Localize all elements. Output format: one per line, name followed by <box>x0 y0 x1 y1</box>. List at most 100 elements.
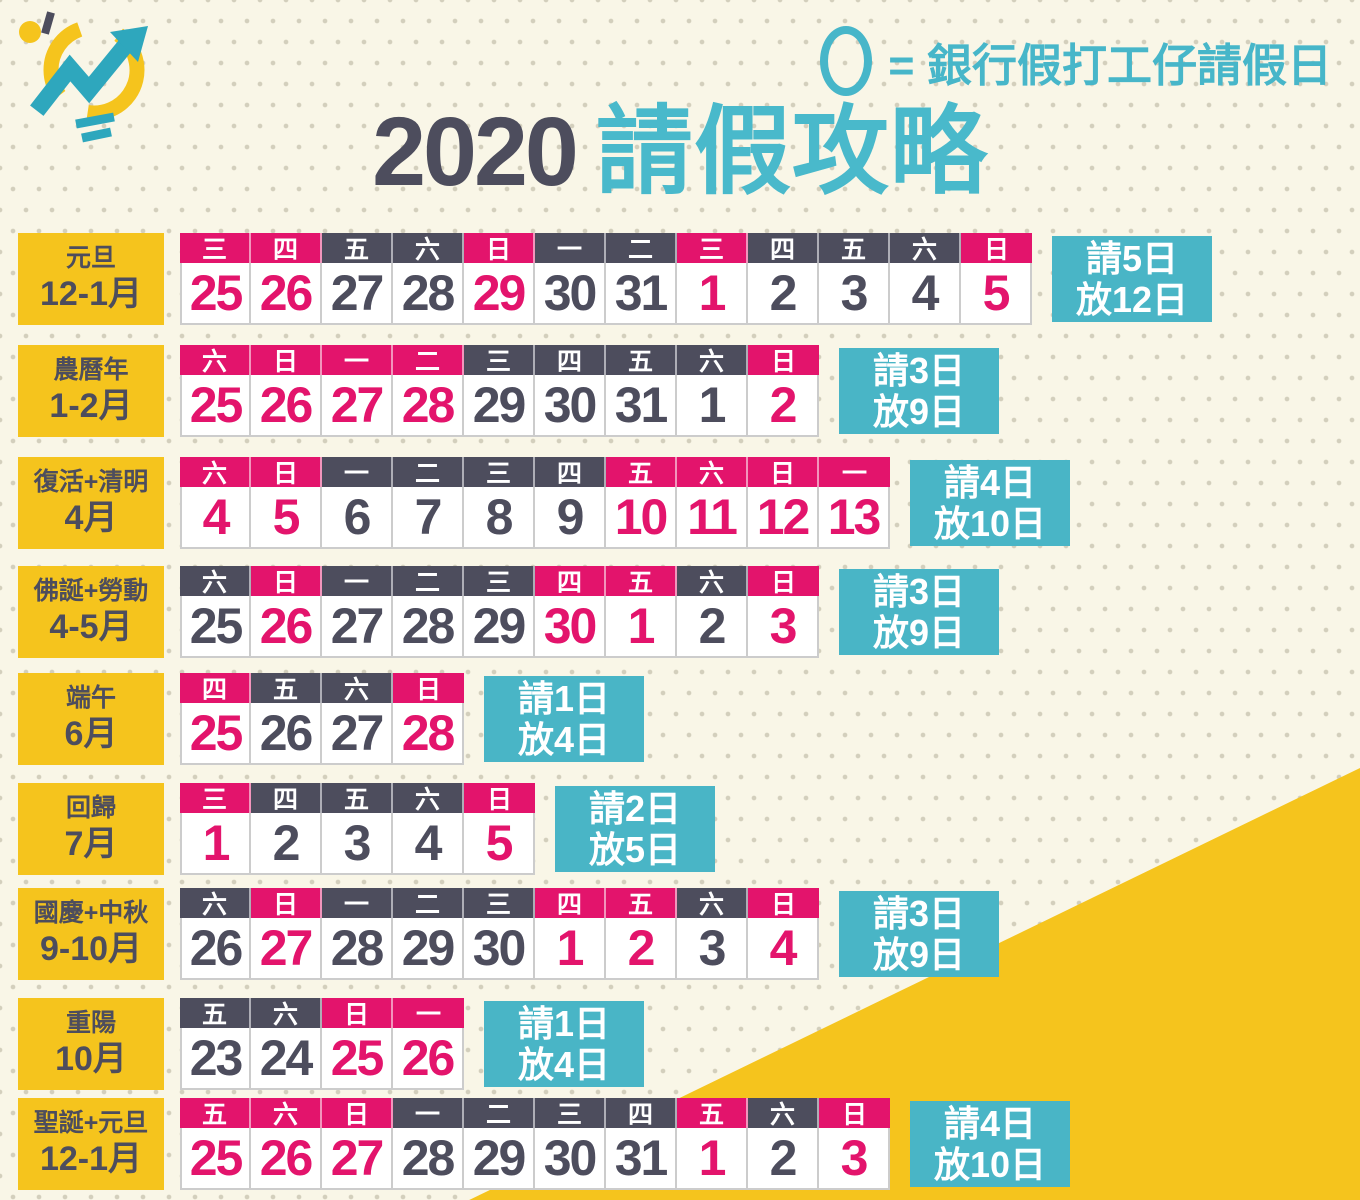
day-number: 3 <box>677 918 748 980</box>
holiday-label: 復活+清明 4月 <box>18 457 164 549</box>
dow-header: 日 <box>251 457 322 488</box>
badge-request-days: 請1日 <box>517 677 611 719</box>
leave-badge: 請1日 放4日 <box>484 1001 644 1087</box>
day-number: 23 <box>180 1028 251 1090</box>
holiday-name: 端午 <box>65 684 116 713</box>
holiday-name: 聖誕+元旦 <box>33 1109 149 1138</box>
calendar-cell: 日 25 <box>322 998 393 1090</box>
calendar-cell: 日 29 <box>464 233 535 325</box>
dow-header: 四 <box>180 673 251 704</box>
day-number: 2 <box>606 918 677 980</box>
title-year: 2020 <box>372 97 579 206</box>
calendar-cell: 六 27 <box>322 673 393 765</box>
calendar-cell: 一 28 <box>393 1098 464 1190</box>
holiday-name: 佛誕+勞動 <box>33 577 149 606</box>
day-number: 25 <box>322 1028 393 1090</box>
calendar-cell: 四 30 <box>535 566 606 658</box>
holiday-name: 回歸 <box>65 794 116 823</box>
holiday-row: 復活+清明 4月六 4 日 5 一 6 二 7 三 8 四 9 五 10 六 11 日 12 一 13 請4日 放10日 <box>18 457 1360 549</box>
day-number: 2 <box>748 1128 819 1190</box>
dow-header: 日 <box>819 1098 890 1129</box>
day-number: 29 <box>464 375 535 437</box>
holiday-months: 4-5月 <box>49 607 133 646</box>
day-number: 1 <box>677 1128 748 1190</box>
dow-header: 六 <box>890 233 961 264</box>
dow-header: 三 <box>180 233 251 264</box>
day-number: 11 <box>677 487 748 549</box>
dow-header: 三 <box>464 566 535 597</box>
day-number: 28 <box>393 596 464 658</box>
day-number: 30 <box>535 375 606 437</box>
holiday-row: 元旦 12-1月三 25 四 26 五 27 六 28 日 29 一 30 二 31 三 1 四 2 五 3 六 4 日 5 請5… <box>18 233 1360 325</box>
dow-header: 五 <box>251 673 322 704</box>
dow-header: 五 <box>322 233 393 264</box>
dow-header: 六 <box>251 998 322 1029</box>
day-number: 9 <box>535 487 606 549</box>
calendar-cell: 一 26 <box>393 998 464 1090</box>
badge-request-days: 請2日 <box>588 787 682 829</box>
holiday-name: 復活+清明 <box>33 468 149 497</box>
dow-header: 四 <box>606 1098 677 1129</box>
badge-days-off: 放12日 <box>1075 279 1189 320</box>
day-number: 3 <box>748 596 819 658</box>
calendar-cell: 日 26 <box>251 345 322 437</box>
dow-header: 五 <box>180 1098 251 1129</box>
calendar-cell: 六 26 <box>180 888 251 980</box>
dow-header: 二 <box>393 566 464 597</box>
holiday-name: 農曆年 <box>53 356 129 385</box>
dow-header: 日 <box>322 1098 393 1129</box>
dow-header: 二 <box>464 1098 535 1129</box>
day-number: 26 <box>393 1028 464 1090</box>
calendar-strip: 六 25 日 26 一 27 二 28 三 29 四 30 五 1 六 2 日 3 <box>180 566 819 658</box>
dow-header: 六 <box>677 457 748 488</box>
dow-header: 日 <box>393 673 464 704</box>
holiday-months: 9-10月 <box>39 929 143 968</box>
day-number: 29 <box>393 918 464 980</box>
badge-days-off: 放10日 <box>933 503 1047 544</box>
calendar-cell: 日 27 <box>251 888 322 980</box>
holiday-label: 聖誕+元旦 12-1月 <box>18 1098 164 1190</box>
dow-header: 日 <box>251 888 322 919</box>
holiday-row: 佛誕+勞動 4-5月六 25 日 26 一 27 二 28 三 29 四 30 五 1 六 2 日 3 請3日 放9日 <box>18 566 1360 658</box>
day-number: 5 <box>961 263 1032 325</box>
title-name: 請假攻略 <box>595 97 988 206</box>
holiday-name: 元旦 <box>65 244 116 273</box>
day-number: 13 <box>819 487 890 549</box>
dow-header: 五 <box>606 457 677 488</box>
calendar-cell: 三 25 <box>180 233 251 325</box>
calendar-cell: 二 28 <box>393 345 464 437</box>
day-number: 31 <box>606 263 677 325</box>
day-number: 25 <box>180 703 251 765</box>
day-number: 5 <box>464 813 535 875</box>
day-number: 27 <box>251 918 322 980</box>
day-number: 30 <box>535 263 606 325</box>
calendar-cell: 日 27 <box>322 1098 393 1190</box>
badge-days-off: 放9日 <box>872 934 966 975</box>
leave-badge: 請4日 放10日 <box>910 1101 1070 1187</box>
day-number: 26 <box>251 1128 322 1190</box>
day-number: 4 <box>890 263 961 325</box>
dow-header: 日 <box>322 998 393 1029</box>
day-number: 2 <box>677 596 748 658</box>
day-number: 29 <box>464 1128 535 1190</box>
dow-header: 一 <box>393 1098 464 1129</box>
dow-header: 六 <box>677 345 748 376</box>
calendar-cell: 五 31 <box>606 345 677 437</box>
holiday-label: 回歸 7月 <box>18 783 164 875</box>
day-number: 4 <box>393 813 464 875</box>
leave-badge: 請1日 放4日 <box>484 676 644 762</box>
dow-header: 二 <box>393 888 464 919</box>
badge-request-days: 請1日 <box>517 1002 611 1044</box>
day-number: 28 <box>393 263 464 325</box>
calendar-cell: 日 28 <box>393 673 464 765</box>
calendar-cell: 二 29 <box>464 1098 535 1190</box>
dow-header: 一 <box>322 457 393 488</box>
